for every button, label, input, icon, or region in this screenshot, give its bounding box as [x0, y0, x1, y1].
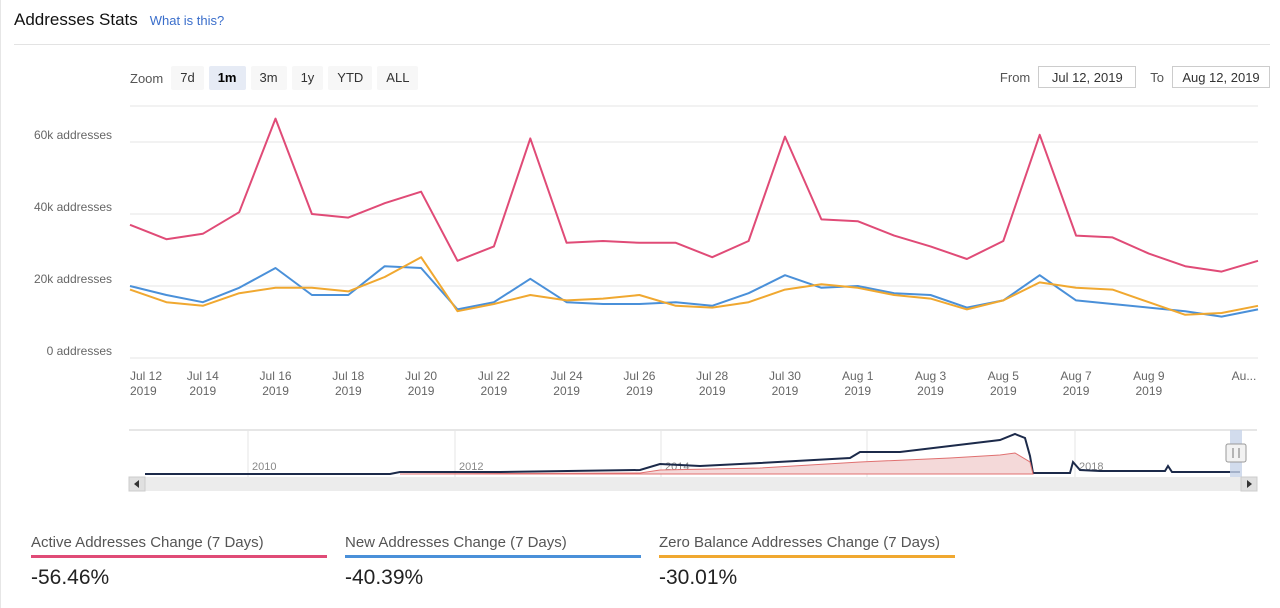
x-tick-label: Aug 5 2019 — [988, 369, 1020, 398]
to-date-input[interactable] — [1172, 66, 1270, 88]
navigator-year-label: 2010 — [252, 461, 276, 473]
header-divider — [14, 44, 1270, 45]
date-range: From To — [1000, 66, 1270, 88]
from-date-input[interactable] — [1038, 66, 1137, 88]
new-addresses-value: -40.39% — [345, 566, 424, 589]
new-addresses-stat: New Addresses Change (7 Days) -40.39% — [345, 534, 641, 590]
series-line-1 — [129, 265, 1259, 318]
y-axis-labels: 0 addresses 20k addresses 40k addresses 60k… — [34, 128, 112, 358]
y-tick-label: 60k addresses — [34, 128, 112, 142]
x-tick-label: Aug 9 2019 — [1133, 369, 1165, 398]
zero-balance-label: Zero Balance Addresses Change (7 Days) — [659, 534, 940, 551]
zoom-3m-button[interactable]: 3m — [250, 66, 287, 90]
new-addresses-underline — [345, 555, 641, 558]
y-tick-label: 20k addresses — [34, 272, 112, 286]
x-axis-labels: Jul 12 2019 Jul 14 2019 Jul 16 2019 Jul 18 2019… — [130, 369, 1256, 398]
zoom-1m-button[interactable]: 1m — [208, 66, 246, 90]
arrow-right-icon — [1247, 480, 1252, 488]
active-addresses-underline — [31, 555, 327, 558]
series-line-0 — [129, 117, 1259, 273]
navigator-handle[interactable] — [1225, 443, 1247, 463]
navigator-series-fill — [399, 452, 1034, 475]
series-line-2 — [129, 256, 1259, 316]
zoom-7d-button[interactable]: 7d — [171, 66, 204, 90]
navigator-year-label: 2012 — [459, 461, 483, 473]
arrow-left-icon — [134, 480, 139, 488]
page-title: Addresses Stats — [14, 10, 138, 29]
zoom-1y-button[interactable]: 1y — [291, 66, 324, 90]
from-label: From — [999, 69, 1031, 85]
x-tick-label: Jul 30 2019 — [769, 369, 801, 398]
x-tick-label: Jul 28 2019 — [696, 369, 728, 398]
new-addresses-label: New Addresses Change (7 Days) — [345, 534, 567, 551]
navigator-scrollbar[interactable] — [129, 477, 1257, 491]
zoom-label: Zoom — [130, 70, 164, 86]
navigator: 20102012201420162018 — [128, 429, 1258, 492]
x-tick-label: Jul 12 2019 — [130, 369, 162, 398]
active-addresses-value: -56.46% — [31, 566, 110, 589]
zoom-ytd-button[interactable]: YTD — [328, 66, 373, 90]
help-link[interactable]: What is this? — [149, 13, 225, 28]
x-tick-label: Jul 24 2019 — [551, 369, 583, 398]
zoom-selector: Zoom 7d 1m 3m 1y YTD ALL — [130, 66, 423, 90]
active-addresses-stat: Active Addresses Change (7 Days) -56.46% — [31, 534, 327, 590]
x-tick-label: Aug 7 2019 — [1060, 369, 1092, 398]
left-border — [0, 0, 1, 608]
x-tick-label: Jul 20 2019 — [405, 369, 437, 398]
navigator-series-dark — [145, 432, 1240, 475]
x-tick-label: Aug 1 2019 — [842, 369, 874, 398]
zoom-all-button[interactable]: ALL — [377, 66, 419, 90]
header: Addresses Stats What is this? — [14, 10, 224, 34]
to-label: To — [1150, 69, 1164, 85]
active-addresses-label: Active Addresses Change (7 Days) — [31, 534, 264, 551]
x-tick-label: Jul 22 2019 — [478, 369, 510, 398]
zero-balance-value: -30.01% — [659, 566, 738, 589]
x-tick-label: Jul 16 2019 — [260, 369, 292, 398]
x-tick-label: Aug 3 2019 — [915, 369, 947, 398]
x-tick-label: Au... — [1232, 369, 1257, 383]
x-tick-label: Jul 26 2019 — [623, 369, 655, 398]
chart-grid — [130, 105, 1258, 359]
x-tick-label: Jul 18 2019 — [332, 369, 364, 398]
zero-balance-underline — [659, 555, 955, 558]
x-tick-label: Jul 14 2019 — [187, 369, 219, 398]
line-chart: 0 addresses 20k addresses 40k addresses 60k… — [34, 105, 1259, 492]
chart-series — [129, 117, 1259, 318]
y-tick-label: 40k addresses — [34, 200, 112, 214]
zero-balance-stat: Zero Balance Addresses Change (7 Days) -… — [659, 534, 955, 590]
y-tick-label: 0 addresses — [47, 344, 112, 358]
